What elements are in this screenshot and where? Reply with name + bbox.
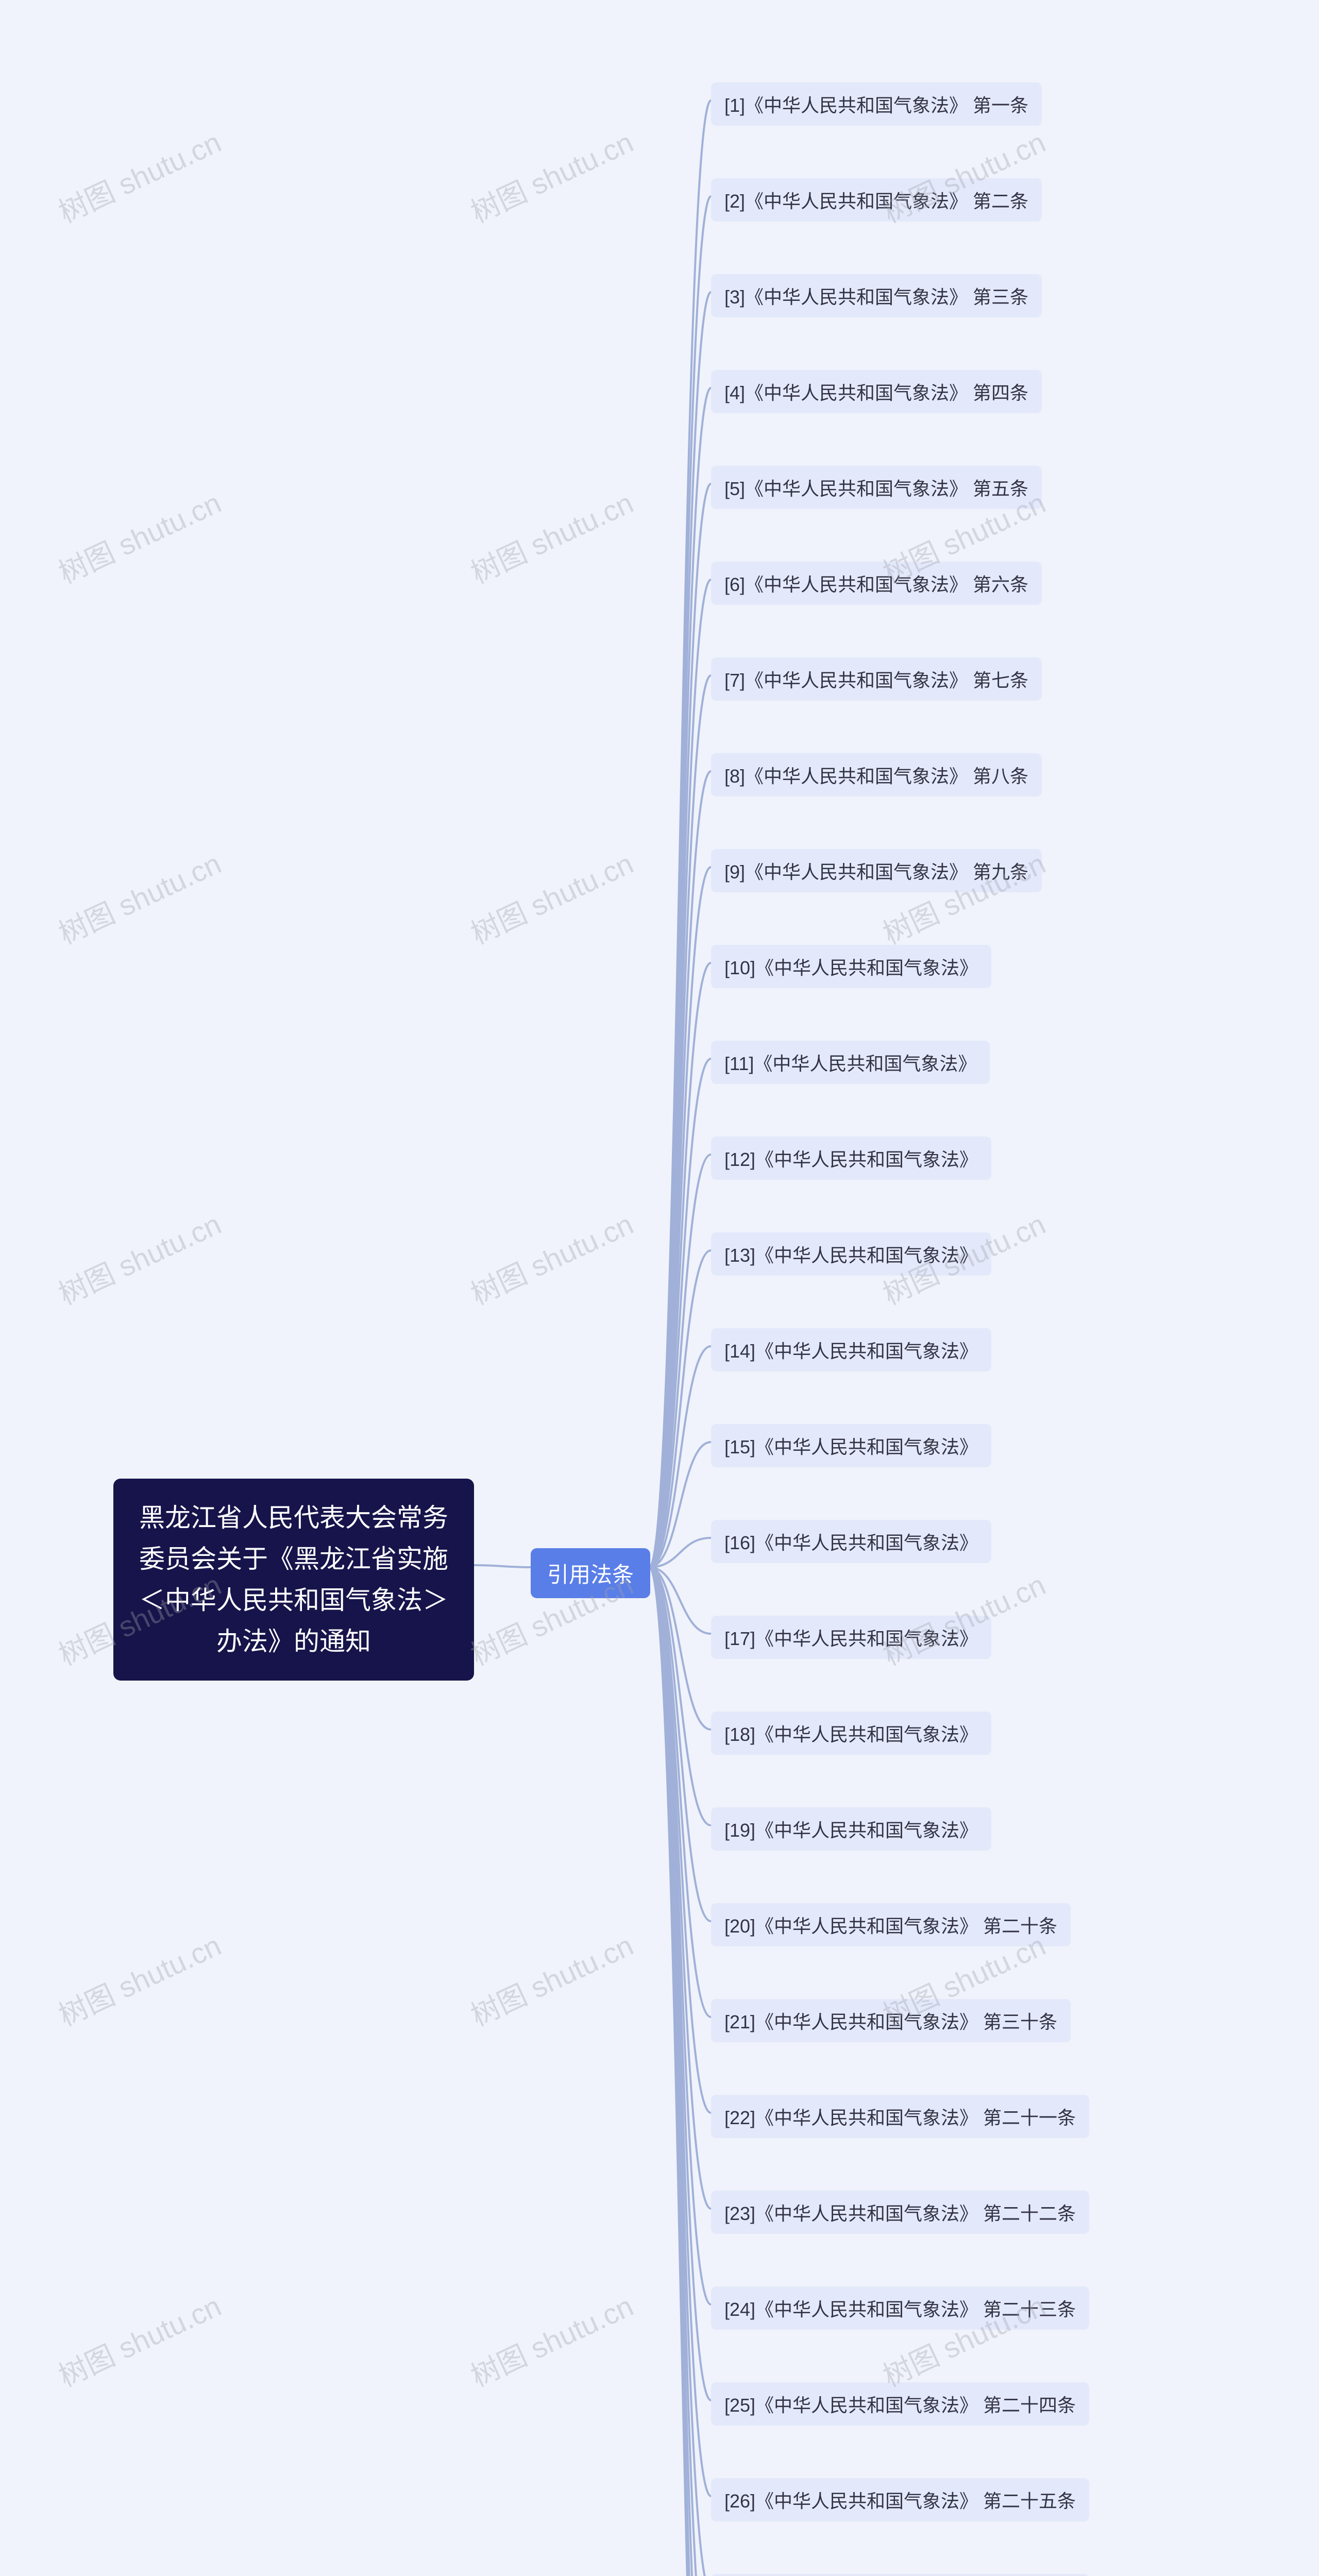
watermark: 树图 shutu.cn	[51, 841, 227, 953]
leaf-node[interactable]: [7]《中华人民共和国气象法》 第七条	[711, 657, 1042, 701]
root-label: 黑龙江省人民代表大会常务委员会关于《黑龙江省实施＜中华人民共和国气象法＞办法》的…	[139, 1503, 448, 1656]
leaf-node[interactable]: [26]《中华人民共和国气象法》 第二十五条	[711, 2478, 1089, 2521]
leaf-node[interactable]: [13]《中华人民共和国气象法》	[711, 1232, 991, 1276]
leaf-node[interactable]: [14]《中华人民共和国气象法》	[711, 1328, 991, 1371]
leaf-label: [14]《中华人民共和国气象法》	[724, 1341, 978, 1362]
watermark: 树图 shutu.cn	[463, 841, 639, 953]
leaf-label: [24]《中华人民共和国气象法》 第二十三条	[724, 2299, 1076, 2320]
leaf-node[interactable]: [9]《中华人民共和国气象法》 第九条	[711, 849, 1042, 892]
leaf-node[interactable]: [1]《中华人民共和国气象法》 第一条	[711, 82, 1042, 126]
leaf-label: [13]《中华人民共和国气象法》	[724, 1245, 978, 1266]
leaf-label: [10]《中华人民共和国气象法》	[724, 957, 978, 978]
leaf-label: [15]《中华人民共和国气象法》	[724, 1436, 978, 1458]
leaf-node[interactable]: [5]《中华人民共和国气象法》 第五条	[711, 466, 1042, 509]
leaf-label: [19]《中华人民共和国气象法》	[724, 1820, 978, 1841]
leaf-node[interactable]: [10]《中华人民共和国气象法》	[711, 945, 991, 988]
connector-lines	[0, 0, 1319, 2576]
leaf-label: [8]《中华人民共和国气象法》 第八条	[724, 766, 1028, 787]
leaf-label: [25]《中华人民共和国气象法》 第二十四条	[724, 2395, 1076, 2416]
watermark: 树图 shutu.cn	[51, 120, 227, 231]
watermark: 树图 shutu.cn	[463, 2283, 639, 2395]
watermark: 树图 shutu.cn	[463, 1201, 639, 1313]
leaf-node[interactable]: [25]《中华人民共和国气象法》 第二十四条	[711, 2382, 1089, 2426]
watermark: 树图 shutu.cn	[463, 480, 639, 592]
leaf-node[interactable]: [19]《中华人民共和国气象法》	[711, 1807, 991, 1851]
leaf-label: [3]《中华人民共和国气象法》 第三条	[724, 286, 1028, 308]
leaf-node[interactable]: [3]《中华人民共和国气象法》 第三条	[711, 274, 1042, 317]
watermark: 树图 shutu.cn	[51, 2283, 227, 2395]
leaf-node[interactable]: [16]《中华人民共和国气象法》	[711, 1520, 991, 1563]
leaf-node[interactable]: [18]《中华人民共和国气象法》	[711, 1711, 991, 1755]
leaf-node[interactable]: [15]《中华人民共和国气象法》	[711, 1424, 991, 1467]
mindmap-container: 黑龙江省人民代表大会常务委员会关于《黑龙江省实施＜中华人民共和国气象法＞办法》的…	[0, 0, 1319, 2576]
leaf-label: [20]《中华人民共和国气象法》 第二十条	[724, 1916, 1057, 1937]
watermark: 树图 shutu.cn	[51, 1201, 227, 1313]
leaf-node[interactable]: [12]《中华人民共和国气象法》	[711, 1137, 991, 1180]
branch-node[interactable]: 引用法条	[531, 1548, 650, 1598]
leaf-node[interactable]: [6]《中华人民共和国气象法》 第六条	[711, 562, 1042, 605]
leaf-node[interactable]: [27]《中华人民共和国气象法》 第二十六条	[711, 2574, 1089, 2576]
leaf-label: [26]《中华人民共和国气象法》 第二十五条	[724, 2490, 1076, 2512]
leaf-node[interactable]: [4]《中华人民共和国气象法》 第四条	[711, 370, 1042, 413]
leaf-label: [6]《中华人民共和国气象法》 第六条	[724, 574, 1028, 595]
leaf-node[interactable]: [22]《中华人民共和国气象法》 第二十一条	[711, 2095, 1089, 2138]
leaf-label: [18]《中华人民共和国气象法》	[724, 1724, 978, 1745]
watermark: 树图 shutu.cn	[463, 1923, 639, 2035]
leaf-label: [21]《中华人民共和国气象法》 第三十条	[724, 2011, 1057, 2032]
leaf-label: [2]《中华人民共和国气象法》 第二条	[724, 191, 1028, 212]
leaf-node[interactable]: [2]《中华人民共和国气象法》 第二条	[711, 178, 1042, 222]
branch-label: 引用法条	[547, 1563, 634, 1587]
watermark: 树图 shutu.cn	[51, 480, 227, 592]
leaf-label: [5]《中华人民共和国气象法》 第五条	[724, 478, 1028, 499]
leaf-label: [23]《中华人民共和国气象法》 第二十二条	[724, 2203, 1076, 2224]
watermark: 树图 shutu.cn	[51, 1923, 227, 2035]
leaf-label: [22]《中华人民共和国气象法》 第二十一条	[724, 2107, 1076, 2128]
root-node[interactable]: 黑龙江省人民代表大会常务委员会关于《黑龙江省实施＜中华人民共和国气象法＞办法》的…	[113, 1479, 474, 1681]
leaf-node[interactable]: [24]《中华人民共和国气象法》 第二十三条	[711, 2286, 1089, 2330]
leaf-node[interactable]: [11]《中华人民共和国气象法》	[711, 1041, 990, 1084]
leaf-label: [1]《中华人民共和国气象法》 第一条	[724, 95, 1028, 116]
leaf-label: [7]《中华人民共和国气象法》 第七条	[724, 670, 1028, 691]
leaf-label: [17]《中华人民共和国气象法》	[724, 1628, 978, 1649]
leaf-label: [12]《中华人民共和国气象法》	[724, 1149, 978, 1170]
leaf-node[interactable]: [23]《中华人民共和国气象法》 第二十二条	[711, 2191, 1089, 2234]
leaf-label: [9]《中华人民共和国气象法》 第九条	[724, 861, 1028, 883]
leaf-label: [4]《中华人民共和国气象法》 第四条	[724, 382, 1028, 403]
leaf-node[interactable]: [20]《中华人民共和国气象法》 第二十条	[711, 1903, 1071, 1946]
leaf-node[interactable]: [8]《中华人民共和国气象法》 第八条	[711, 753, 1042, 796]
leaf-node[interactable]: [17]《中华人民共和国气象法》	[711, 1616, 991, 1659]
watermark: 树图 shutu.cn	[463, 120, 639, 231]
leaf-label: [16]《中华人民共和国气象法》	[724, 1532, 978, 1553]
leaf-label: [11]《中华人民共和国气象法》	[724, 1053, 976, 1074]
leaf-node[interactable]: [21]《中华人民共和国气象法》 第三十条	[711, 1999, 1071, 2042]
